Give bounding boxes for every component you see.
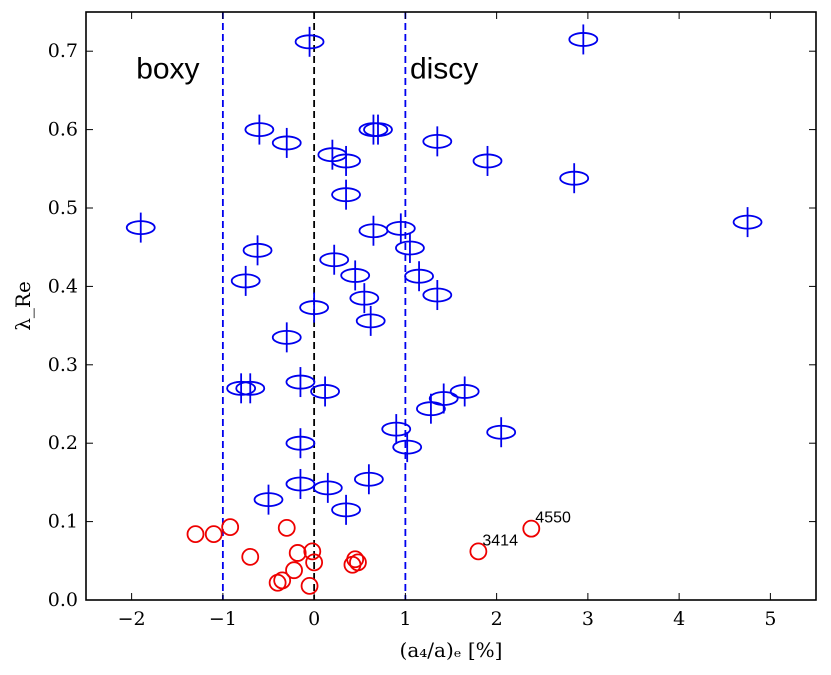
x-tick-label: 3 — [582, 608, 594, 630]
region-label-boxy: boxy — [136, 53, 199, 86]
fast-rotator-marker — [385, 213, 416, 244]
fast-rotator-marker — [381, 414, 412, 445]
slow-rotator-marker — [349, 553, 367, 572]
slow-rotator-marker — [288, 544, 307, 562]
x-tick-label: 5 — [764, 608, 776, 630]
plot-area — [86, 12, 816, 600]
fast-rotator-marker — [353, 464, 384, 495]
fast-rotator-marker — [355, 305, 386, 336]
fast-rotator-marker — [312, 472, 343, 503]
slow-rotator-marker — [469, 542, 488, 561]
slow-rotator-marker — [346, 550, 365, 569]
fast-rotator-marker — [285, 428, 316, 459]
fast-rotator-marker — [395, 232, 425, 263]
fast-rotator-marker — [568, 24, 599, 55]
fast-rotator-marker — [253, 484, 284, 515]
x-tick-label: 0 — [308, 608, 320, 630]
slow-rotator-marker — [305, 553, 324, 572]
slow-rotator-marker — [204, 525, 223, 544]
y-axis-label: λ_Re — [11, 281, 35, 331]
y-tick-label: 0.5 — [48, 197, 78, 219]
fast-rotator-marker — [331, 179, 361, 210]
region-label-discy: discy — [410, 53, 478, 86]
fast-rotator-marker — [242, 235, 273, 266]
annotation-label: 4550 — [535, 510, 571, 527]
fast-rotator-marker — [422, 280, 453, 311]
x-tick-label: −2 — [118, 608, 146, 630]
fast-rotator-marker — [732, 207, 763, 238]
slow-rotator-marker — [285, 561, 303, 580]
fast-rotator-marker — [340, 260, 371, 291]
slow-rotator-marker — [221, 518, 240, 536]
fast-rotator-marker — [486, 417, 517, 448]
y-tick-label: 0.3 — [48, 354, 78, 376]
fast-rotator-marker — [271, 322, 302, 353]
fast-rotator-marker — [294, 26, 325, 57]
slow-rotator-marker — [522, 519, 541, 538]
fast-rotator-marker — [271, 127, 302, 158]
plot-frame — [85, 11, 817, 601]
fast-rotator-marker — [331, 145, 361, 176]
y-tick-label: 0.4 — [48, 275, 78, 297]
fast-rotator-marker — [235, 373, 266, 404]
fast-rotator-marker — [422, 126, 453, 157]
x-tick-label: −1 — [209, 608, 237, 630]
slow-rotator-marker — [303, 542, 322, 561]
fast-rotator-marker — [299, 292, 330, 323]
y-tick-label: 0.0 — [48, 589, 78, 611]
fast-rotator-marker — [559, 163, 590, 194]
fast-rotator-marker — [125, 212, 156, 243]
y-tick-label: 0.2 — [48, 432, 78, 454]
fast-rotator-marker — [310, 376, 340, 407]
fast-rotator-marker — [244, 114, 275, 145]
slow-rotator-marker — [186, 525, 205, 544]
fast-rotator-marker — [319, 244, 350, 275]
annotation-label: 3414 — [482, 532, 518, 549]
x-tick-label: 4 — [673, 608, 685, 630]
y-tick-label: 0.6 — [48, 119, 78, 141]
x-tick-label: 1 — [399, 608, 411, 630]
fast-rotator-marker — [349, 283, 380, 314]
y-tick-label: 0.7 — [48, 40, 78, 62]
fast-rotator-marker — [472, 145, 503, 176]
y-tick-label: 0.1 — [48, 511, 78, 533]
fast-rotator-marker — [285, 468, 316, 499]
slow-rotator-marker — [241, 547, 260, 566]
slow-rotator-marker — [300, 576, 319, 595]
fast-rotator-marker — [331, 494, 361, 525]
x-axis-label: (a₄/a)ₑ [%] — [400, 638, 503, 662]
slow-rotator-marker — [273, 571, 292, 590]
fast-rotator-marker — [404, 261, 434, 292]
fast-rotator-marker — [226, 373, 257, 404]
fast-rotator-marker — [363, 114, 393, 145]
fast-rotator-marker — [416, 393, 446, 424]
slow-rotator-marker — [277, 518, 296, 537]
fast-rotator-marker — [449, 376, 480, 407]
fast-rotator-marker — [230, 265, 261, 296]
fast-rotator-marker — [285, 367, 316, 398]
x-tick-label: 2 — [491, 608, 503, 630]
fast-rotator-marker — [392, 432, 423, 463]
